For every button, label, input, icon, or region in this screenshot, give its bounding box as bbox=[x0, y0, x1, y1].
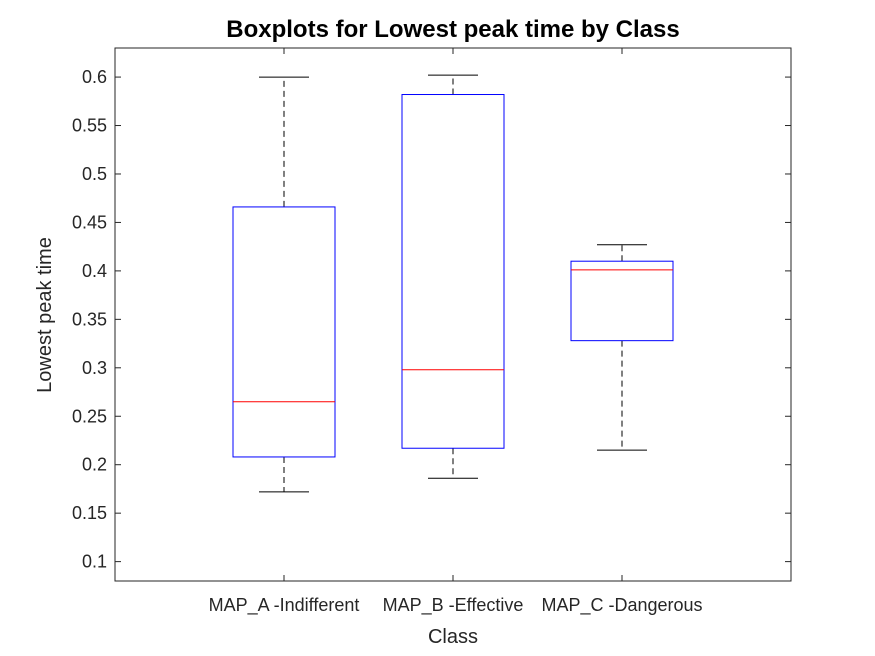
boxplot-series bbox=[232, 74, 674, 493]
y-axis-label: Lowest peak time bbox=[34, 237, 56, 393]
y-tick-label: 0.5 bbox=[82, 164, 107, 184]
x-axis-label: Class bbox=[428, 626, 478, 648]
y-tick-label: 0.6 bbox=[82, 67, 107, 87]
y-tick-label: 0.4 bbox=[82, 261, 107, 281]
y-tick-label: 0.2 bbox=[82, 455, 107, 475]
box-group bbox=[401, 74, 505, 479]
x-tick-label: MAP_B -Effective bbox=[383, 595, 524, 616]
y-tick-label: 0.1 bbox=[82, 552, 107, 572]
chart-title: Boxplots for Lowest peak time by Class bbox=[226, 16, 679, 43]
x-tick-label: MAP_A -Indifferent bbox=[209, 595, 360, 616]
box bbox=[401, 94, 505, 449]
box bbox=[232, 206, 336, 458]
plot-area bbox=[114, 47, 792, 582]
box-group bbox=[232, 76, 336, 493]
x-tick-label: MAP_C -Dangerous bbox=[541, 595, 702, 616]
box bbox=[570, 260, 674, 342]
y-tick-label: 0.3 bbox=[82, 358, 107, 378]
y-tick-label: 0.25 bbox=[72, 406, 107, 426]
box-group bbox=[570, 244, 674, 451]
y-tick-label: 0.55 bbox=[72, 116, 107, 136]
y-axis: 0.1 0.15 0.2 0.25 0.3 0.35 0.4 0.45 0.5 0.55 0.6 bbox=[72, 67, 791, 572]
y-tick-label: 0.35 bbox=[72, 309, 107, 329]
y-tick-label: 0.15 bbox=[72, 503, 107, 523]
y-tick-label: 0.45 bbox=[72, 212, 107, 232]
x-axis: MAP_A -Indifferent MAP_B -Effective MAP_C … bbox=[209, 48, 703, 616]
